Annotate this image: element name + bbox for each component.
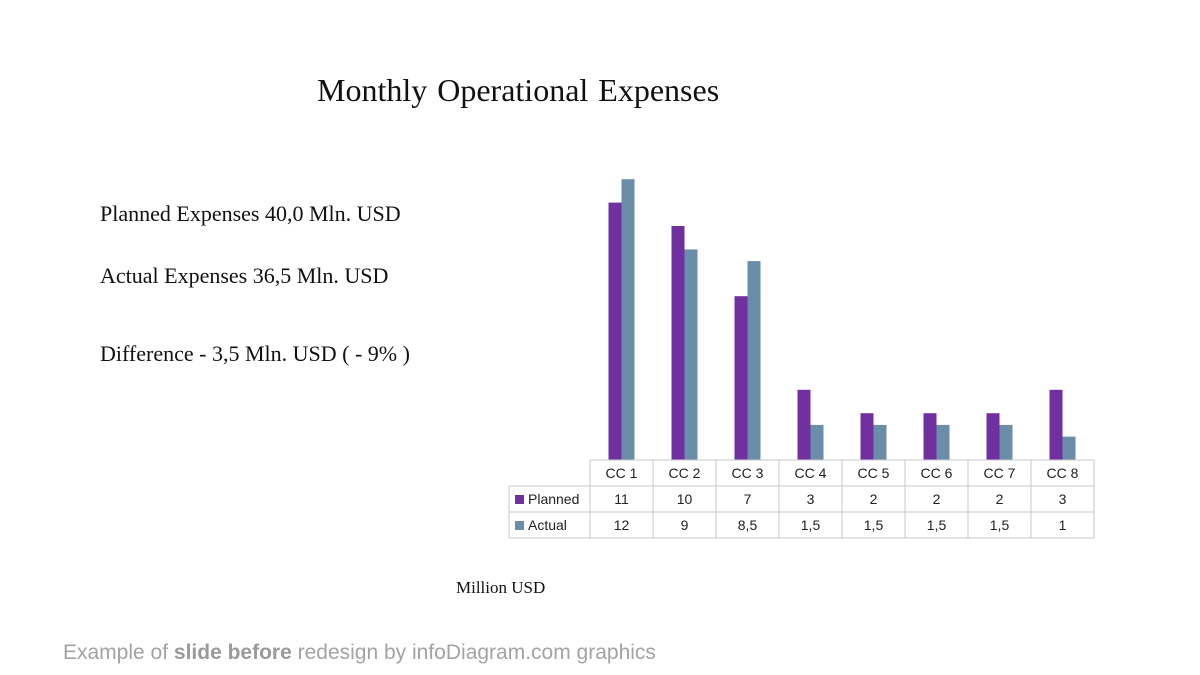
legend-key-actual [515, 521, 524, 530]
bar-actual-2 [684, 249, 698, 460]
data-label-planned-8: 3 [1059, 491, 1067, 507]
data-label-planned-4: 3 [807, 491, 815, 507]
data-label-planned-2: 10 [677, 491, 693, 507]
legend-label-planned: Planned [528, 491, 579, 507]
bar-planned-6 [923, 413, 937, 460]
footer-caption: Example of slide before redesign by info… [63, 641, 656, 665]
data-label-planned-3: 7 [744, 491, 752, 507]
category-label-1: CC 1 [606, 465, 638, 481]
footer-text-bold: slide before [173, 641, 292, 664]
category-label-7: CC 7 [984, 465, 1016, 481]
planned-expenses-text: Planned Expenses 40,0 Mln. USD [100, 201, 401, 226]
category-label-8: CC 8 [1047, 465, 1079, 481]
bar-actual-8 [1062, 436, 1076, 460]
bar-planned-3 [734, 296, 748, 460]
bar-planned-1 [608, 202, 622, 460]
category-label-4: CC 4 [795, 465, 827, 481]
difference-text: Difference - 3,5 Mln. USD ( - 9% ) [100, 341, 410, 366]
footer-text-1: Example of [63, 641, 174, 664]
data-label-actual-8: 1 [1059, 517, 1067, 533]
bar-actual-7 [999, 424, 1013, 460]
bar-planned-8 [1049, 389, 1063, 460]
data-label-actual-5: 1,5 [864, 517, 884, 533]
bar-planned-7 [986, 413, 1000, 460]
data-label-planned-1: 11 [614, 491, 629, 507]
category-label-3: CC 3 [732, 465, 764, 481]
bar-planned-5 [860, 413, 874, 460]
unit-label: Million USD [456, 578, 546, 597]
data-label-actual-2: 9 [681, 517, 689, 533]
bar-planned-2 [671, 226, 685, 460]
actual-expenses-text: Actual Expenses 36,5 Mln. USD [100, 263, 389, 288]
legend-label-actual: Actual [528, 517, 567, 533]
category-label-5: CC 5 [858, 465, 890, 481]
category-label-2: CC 2 [669, 465, 701, 481]
data-label-actual-4: 1,5 [801, 517, 821, 533]
data-label-actual-6: 1,5 [927, 517, 947, 533]
footer-text-2: redesign by infoDiagram.com graphics [291, 641, 656, 664]
bar-actual-3 [747, 261, 761, 460]
bar-actual-1 [621, 179, 635, 460]
category-label-6: CC 6 [921, 465, 953, 481]
legend-key-planned [515, 495, 524, 504]
bar-planned-4 [797, 389, 811, 460]
data-label-actual-1: 12 [614, 517, 630, 533]
data-label-actual-3: 8,5 [738, 517, 758, 533]
data-label-actual-7: 1,5 [990, 517, 1010, 533]
chart-title: Monthly Operational Expenses [317, 72, 720, 108]
bar-actual-4 [810, 424, 824, 460]
data-label-planned-7: 2 [996, 491, 1004, 507]
data-label-planned-5: 2 [870, 491, 878, 507]
bar-actual-5 [873, 424, 887, 460]
bar-actual-6 [936, 424, 950, 460]
data-label-planned-6: 2 [933, 491, 941, 507]
